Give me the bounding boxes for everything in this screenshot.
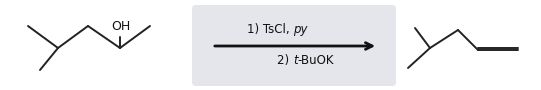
Text: -BuOK: -BuOK [297, 54, 333, 67]
FancyBboxPatch shape [192, 5, 396, 86]
Text: 1) TsCl,: 1) TsCl, [247, 23, 293, 36]
Text: OH: OH [111, 20, 130, 32]
Text: py: py [293, 23, 307, 36]
Text: 2): 2) [277, 54, 293, 67]
Text: t: t [293, 54, 298, 67]
